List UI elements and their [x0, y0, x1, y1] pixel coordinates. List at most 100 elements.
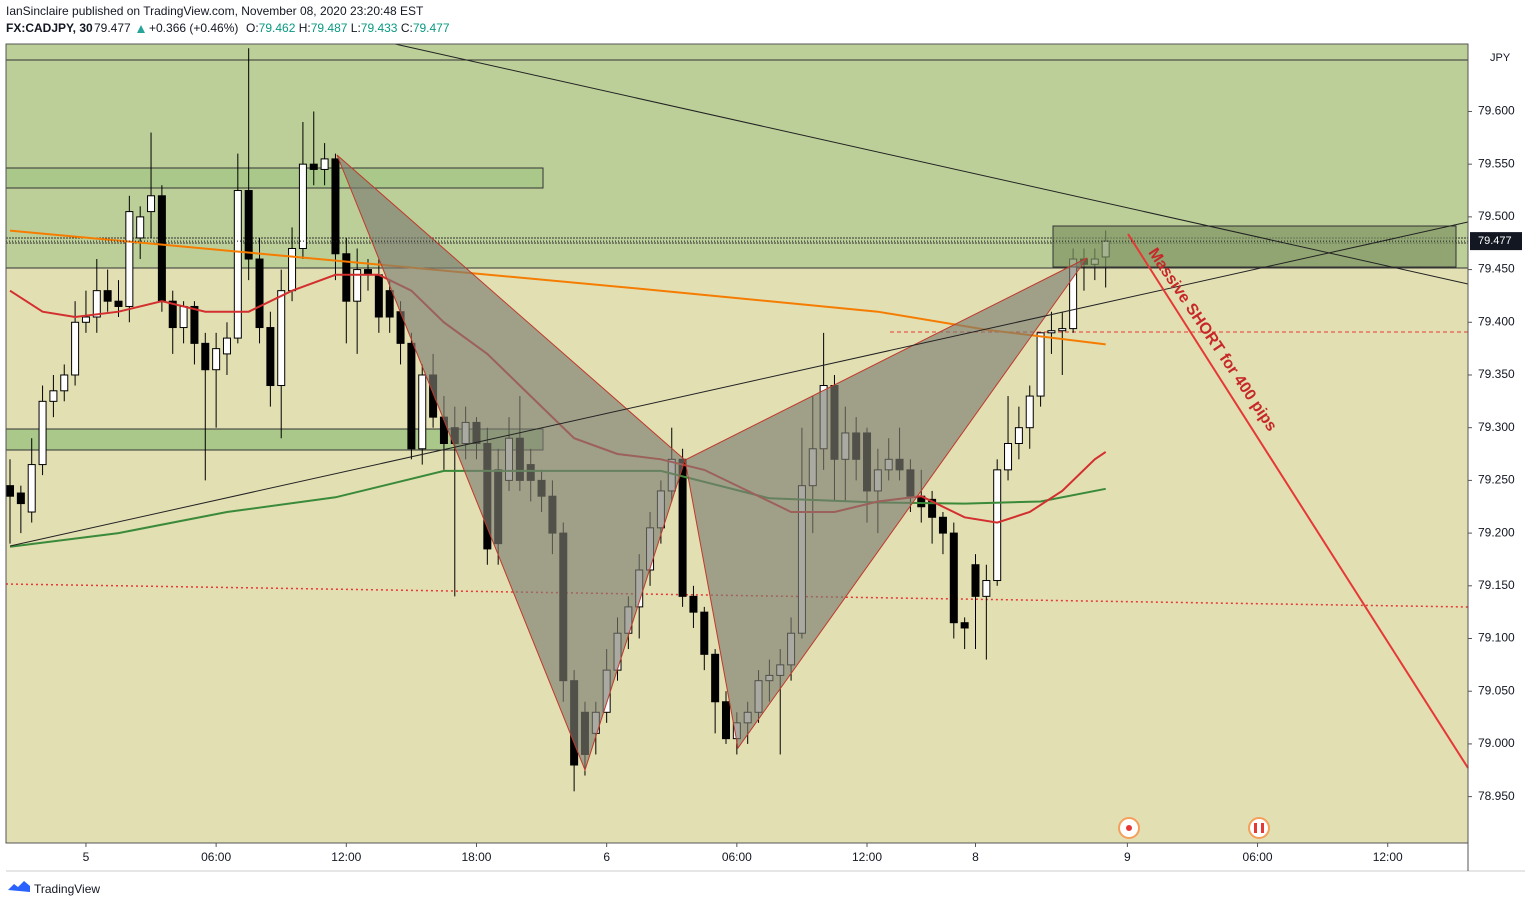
flag-center — [1257, 823, 1261, 833]
x-tick-label: 12:00 — [331, 850, 361, 864]
candle-body — [288, 247, 297, 292]
candle-body — [114, 300, 123, 307]
candle-body — [700, 611, 709, 655]
candle-body — [1036, 332, 1045, 397]
candle-body — [971, 564, 980, 597]
symbol: FX:CADJPY, 30 — [6, 21, 93, 35]
y-tick-label: 78.950 — [1478, 789, 1515, 803]
brand-logo — [8, 881, 30, 892]
candle-body — [103, 290, 112, 302]
candle-body — [60, 374, 69, 392]
candle-body — [1004, 443, 1013, 471]
candle-body — [353, 269, 362, 302]
candle-body — [92, 290, 101, 318]
y-tick-label: 79.150 — [1478, 578, 1515, 592]
candle-body — [309, 163, 318, 170]
brand: TradingView — [34, 882, 100, 896]
candle-body — [168, 300, 177, 329]
candle-body — [1058, 328, 1067, 332]
candle-body — [320, 158, 329, 170]
x-tick-label: 18:00 — [461, 850, 491, 864]
candle-body — [418, 374, 427, 450]
candle-body — [49, 390, 58, 402]
candle-body — [157, 195, 166, 302]
y-tick-label: 79.600 — [1478, 104, 1515, 118]
last-price-label: 79.477 — [1478, 235, 1512, 247]
symbol-line: FX:CADJPY, 30 — [6, 21, 93, 35]
candle-body — [277, 290, 286, 387]
y-tick-label: 79.400 — [1478, 314, 1515, 328]
candle-body — [16, 492, 25, 505]
candle-body — [212, 348, 221, 371]
x-tick-label: 06:00 — [201, 850, 231, 864]
candle-body — [1014, 427, 1023, 445]
candle-body — [201, 342, 210, 371]
candle-body — [689, 595, 698, 613]
candle-body — [190, 305, 199, 344]
pattern-xab — [336, 154, 686, 772]
candle-body — [71, 321, 80, 376]
y-tick-label: 79.350 — [1478, 367, 1515, 381]
l-label: L: — [351, 21, 361, 35]
candle-body — [385, 290, 394, 318]
candle-body — [136, 216, 145, 239]
candle-body — [255, 258, 264, 329]
x-tick-label: 6 — [603, 850, 610, 864]
h-label: H: — [299, 21, 311, 35]
x-tick-label: 5 — [83, 850, 90, 864]
publisher: IanSinclaire published on TradingView.co… — [6, 4, 424, 18]
candle-body — [27, 464, 36, 513]
y-tick-label: 79.050 — [1478, 683, 1515, 697]
l-value: 79.433 — [361, 21, 398, 35]
up-arrow — [137, 25, 145, 33]
candle-body — [266, 327, 275, 387]
candle-body — [125, 211, 134, 307]
event-dot — [1126, 825, 1132, 831]
target-zone — [1052, 225, 1457, 268]
candle-body — [298, 163, 307, 249]
y-unit: JPY — [1490, 52, 1511, 64]
y-tick-label: 79.550 — [1478, 156, 1515, 170]
candle-body — [6, 485, 15, 497]
o-label: O: — [246, 21, 259, 35]
y-tick-label: 79.450 — [1478, 262, 1515, 276]
h-value: 79.487 — [311, 21, 348, 35]
change: +0.366 (+0.46%) — [149, 21, 238, 35]
candle-body — [993, 469, 1002, 582]
candle-body — [233, 190, 242, 339]
candle-body — [982, 580, 991, 597]
y-tick-label: 79.300 — [1478, 420, 1515, 434]
candle-body — [374, 274, 383, 318]
x-tick-label: 12:00 — [1373, 850, 1403, 864]
c-label: C: — [401, 21, 413, 35]
candle-body — [244, 190, 253, 260]
candle-body — [949, 532, 958, 624]
y-tick-label: 79.000 — [1478, 736, 1515, 750]
candle-body — [407, 342, 416, 450]
candle-body — [81, 316, 90, 323]
candle-body — [179, 305, 188, 329]
last-price-box — [1470, 232, 1522, 251]
short-line — [1127, 233, 1469, 769]
x-tick-label: 8 — [972, 850, 979, 864]
candle-body — [222, 337, 231, 355]
y-tick-label: 79.200 — [1478, 525, 1515, 539]
candle-body — [678, 458, 687, 597]
candle-body — [928, 498, 937, 518]
candle-body — [960, 622, 969, 629]
x-tick-label: 06:00 — [1243, 850, 1273, 864]
y-tick-label: 79.100 — [1478, 631, 1515, 645]
candle-body — [711, 653, 720, 703]
y-tick-label: 79.500 — [1478, 209, 1515, 223]
x-tick-label: 12:00 — [852, 850, 882, 864]
x-tick-label: 06:00 — [722, 850, 752, 864]
pattern-bcd — [684, 257, 1088, 750]
c-value: 79.477 — [413, 21, 450, 35]
trendline — [394, 43, 1469, 285]
price: 79.477 — [94, 21, 131, 35]
candle-body — [342, 253, 351, 302]
zone — [5, 167, 544, 189]
candle-body — [331, 158, 340, 255]
y-tick-label: 79.250 — [1478, 473, 1515, 487]
